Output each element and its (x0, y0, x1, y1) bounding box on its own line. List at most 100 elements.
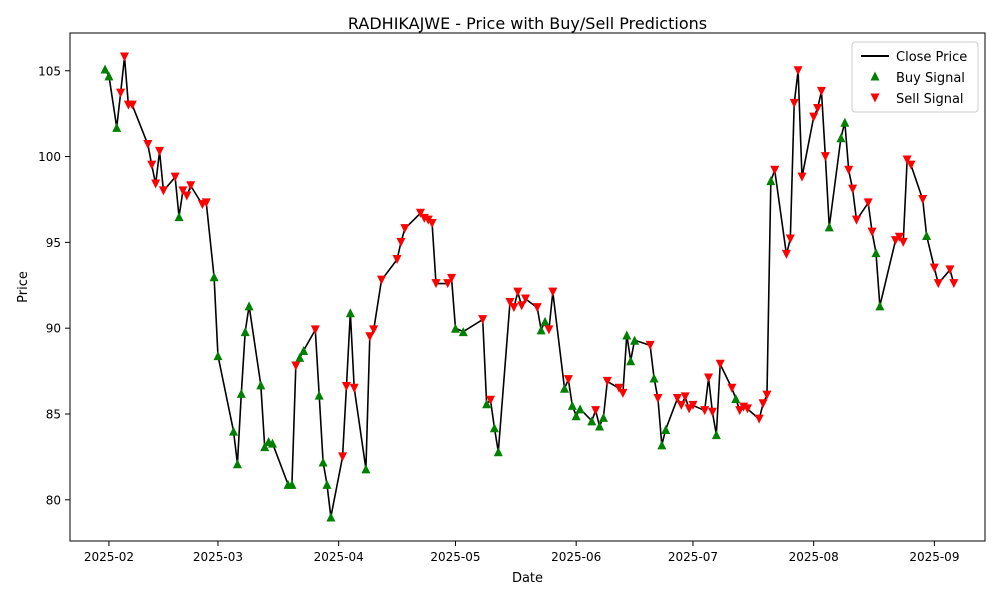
buy-signal-marker (236, 388, 246, 398)
sell-signal-marker (563, 375, 573, 385)
sell-signal-marker (182, 191, 192, 201)
buy-signal-marker (661, 424, 671, 434)
buy-signal-marker (489, 423, 499, 433)
sell-signal-marker (521, 294, 531, 304)
sell-signal-marker (400, 224, 410, 234)
x-axis: 2025-02 2025-03 2025-04 2025-05 2025-06 2025-… (84, 541, 959, 564)
legend: Close Price Buy Signal Sell Signal (851, 41, 979, 113)
buy-signal-marker (260, 442, 270, 452)
sell-signal-marker (170, 172, 180, 182)
sell-signal-marker (820, 152, 830, 162)
sell-signal-marker (933, 279, 943, 289)
sell-signal-marker (816, 86, 826, 96)
x-axis-label: Date (512, 571, 543, 586)
legend-buy-label: Buy Signal (896, 71, 965, 86)
sell-signal-marker (700, 406, 710, 416)
sell-signal-marker (349, 383, 359, 393)
y-tick-label: 95 (46, 236, 61, 250)
sell-signal-marker (513, 287, 523, 297)
sell-signal-marker (758, 399, 768, 409)
y-axis-label: Price (16, 271, 31, 303)
sell-signal-marker (517, 301, 527, 311)
sell-signal-marker (770, 165, 780, 175)
y-axis: 80 85 90 95 100 105 (38, 64, 70, 507)
sell-signal-marker (929, 263, 939, 273)
sell-signal-marker (793, 66, 803, 76)
plot-area (70, 33, 985, 541)
buy-signal-marker (232, 459, 242, 469)
x-tick-label: 2025-07 (668, 550, 718, 564)
sell-signal-marker (486, 395, 496, 405)
x-tick-label: 2025-09 (909, 550, 959, 564)
sell-signal-marker (548, 287, 558, 297)
sell-signal-marker (906, 160, 916, 170)
sell-signal-marker (338, 452, 348, 462)
sell-signal-marker (532, 303, 542, 313)
x-tick-label: 2025-03 (193, 550, 243, 564)
buy-signal-marker (840, 117, 850, 127)
sell-signal-marker (147, 160, 157, 170)
sell-signal-marker (813, 104, 823, 114)
sell-signal-marker (415, 208, 425, 218)
y-tick-label: 105 (38, 64, 61, 78)
sell-signal-marker (602, 376, 612, 386)
legend-box (851, 41, 979, 113)
sell-signal-marker (392, 255, 402, 265)
buy-signal-marker (766, 176, 776, 186)
sell-signal-marker (785, 234, 795, 244)
x-tick-label: 2025-05 (430, 550, 480, 564)
buy-signal-marker (875, 301, 885, 311)
buy-signal-marker (657, 440, 667, 450)
x-tick-label: 2025-02 (84, 550, 134, 564)
sell-signal-marker (310, 325, 320, 335)
x-tick-label: 2025-06 (551, 550, 601, 564)
buy-signal-marker (174, 212, 184, 222)
sell-signal-marker (341, 382, 351, 392)
sell-signal-marker (848, 184, 858, 194)
sell-signal-layer (116, 52, 959, 462)
sell-signal-marker (707, 407, 717, 417)
sell-signal-marker (178, 186, 188, 196)
sell-signal-marker (509, 303, 519, 313)
sell-signal-marker (614, 383, 624, 393)
y-tick-label: 90 (46, 322, 61, 336)
sell-signal-marker (151, 179, 161, 189)
buy-signal-marker (824, 222, 834, 232)
buy-signal-marker (361, 464, 371, 474)
buy-signal-marker (575, 404, 585, 414)
sell-signal-marker (505, 297, 515, 307)
buy-signal-marker (267, 438, 277, 448)
sell-signal-marker (365, 332, 375, 342)
buy-signal-marker (922, 231, 932, 241)
buy-signal-marker (256, 380, 266, 390)
sell-signal-marker (715, 359, 725, 369)
sell-signal-marker (544, 325, 554, 335)
legend-buy-marker (870, 71, 880, 81)
legend-close-label: Close Price (896, 50, 967, 65)
buy-signal-layer (100, 64, 932, 522)
sell-signal-marker (376, 275, 386, 285)
sell-signal-marker (369, 325, 379, 335)
sell-signal-marker (591, 406, 601, 416)
sell-signal-marker (762, 390, 772, 400)
buy-signal-marker (299, 346, 309, 355)
buy-signal-marker (595, 421, 605, 431)
sell-signal-marker (201, 198, 211, 208)
sell-signal-marker (688, 400, 698, 410)
sell-signal-marker (898, 237, 908, 247)
sell-signal-marker (443, 279, 453, 289)
buy-signal-marker (536, 325, 546, 335)
sell-signal-marker (116, 88, 126, 98)
buy-signal-marker (626, 356, 636, 366)
sell-signal-marker (645, 340, 655, 350)
buy-signal-marker (100, 64, 110, 74)
buy-signal-marker (209, 272, 219, 282)
buy-signal-marker (622, 330, 632, 340)
buy-signal-marker (587, 416, 597, 426)
sell-signal-marker (427, 219, 437, 228)
x-tick-label: 2025-04 (314, 550, 364, 564)
y-tick-label: 80 (46, 493, 61, 507)
sell-signal-marker (781, 249, 791, 259)
buy-signal-marker (598, 412, 608, 422)
buy-signal-marker (229, 426, 239, 436)
